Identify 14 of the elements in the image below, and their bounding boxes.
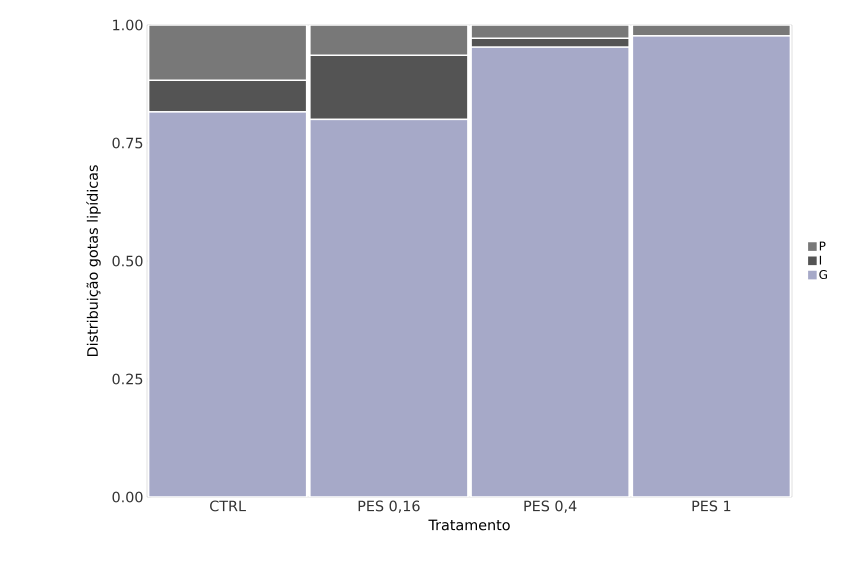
y-tick-label: 0.00 [112,492,143,502]
y-tick-label: 0.75 [112,138,142,148]
x-tick-label: CTRL [210,500,246,512]
legend-label: P [820,242,826,250]
legend-label: G [819,270,827,280]
x-tick-label: PES 1 [692,500,730,512]
y-tick-label: 0.25 [112,374,142,384]
y-tick-label: 0.50 [112,256,143,266]
legend-label: I [820,256,822,265]
y-tick-label: 1.00 [113,20,143,30]
y-axis-title: Distribuição gotas lipídicas [86,165,101,356]
x-tick-label: PES 0,4 [524,500,576,513]
x-axis-title: Tratamento [428,520,510,530]
x-tick-label: PES 0,16 [358,500,420,513]
